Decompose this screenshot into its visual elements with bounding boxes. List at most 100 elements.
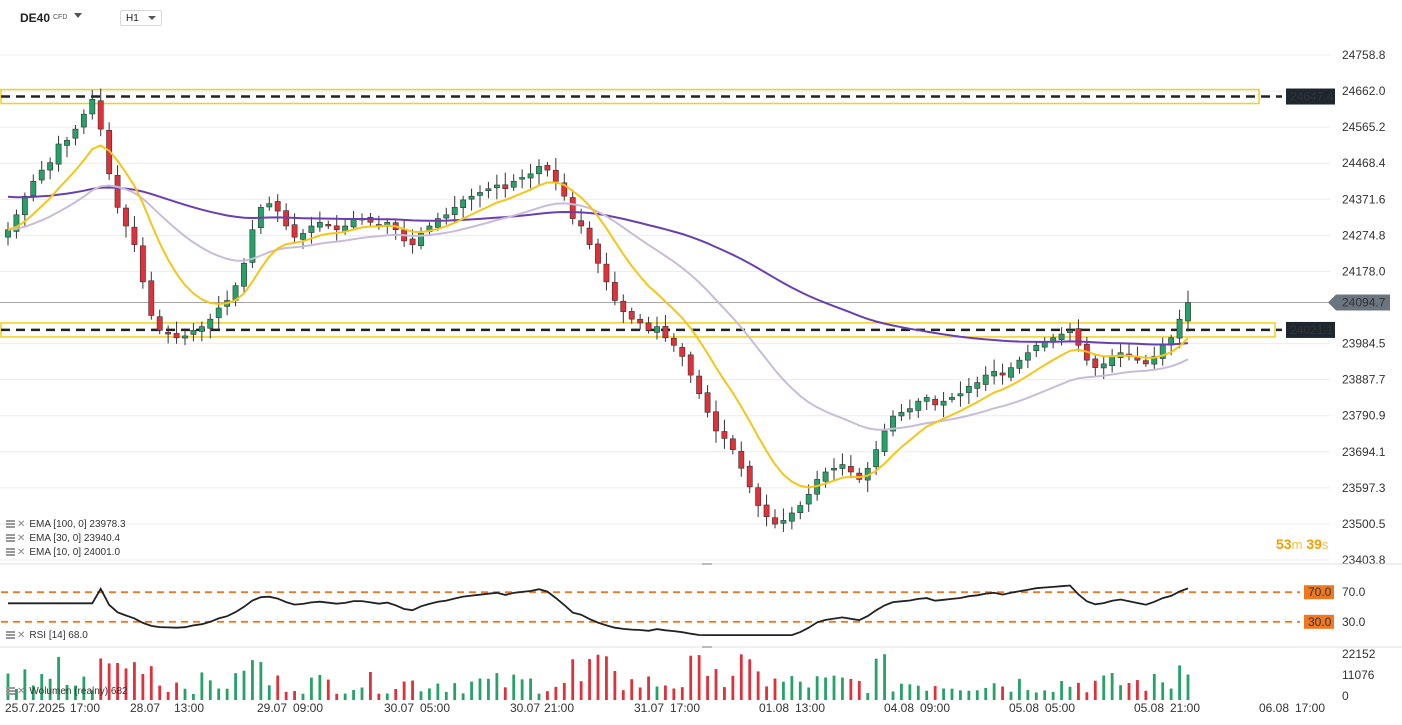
volume-bar: [739, 654, 743, 700]
candle: [847, 455, 854, 479]
candle: [97, 88, 104, 137]
volume-bar: [992, 683, 996, 700]
close-icon[interactable]: ✕: [17, 686, 26, 697]
candle: [1159, 337, 1166, 366]
volume-bar: [352, 689, 355, 700]
volume-bar: [200, 672, 204, 700]
candle: [915, 398, 922, 418]
candle-body: [999, 372, 1006, 376]
candle: [1024, 344, 1031, 369]
volume-bar: [959, 690, 962, 700]
price-axis-label: 23403.8: [1342, 553, 1386, 567]
settings-icon[interactable]: [6, 631, 15, 639]
candle-body: [628, 311, 635, 320]
volume-bar: [1127, 682, 1131, 700]
candle-body: [80, 113, 87, 128]
countdown-minutes-unit: m: [1291, 537, 1303, 552]
candle-body: [772, 517, 778, 525]
candle: [898, 404, 905, 421]
volume-bar: [664, 685, 667, 700]
symbol-dropdown-icon[interactable]: [74, 13, 82, 18]
volume-bar: [1060, 681, 1063, 700]
timeframe-select[interactable]: H1: [120, 10, 162, 26]
legend-ema100[interactable]: ✕ EMA [100, 0] 23978.3: [6, 519, 126, 530]
candle: [460, 195, 467, 220]
candle-body: [460, 199, 467, 209]
legend-ema10[interactable]: ✕ EMA [10, 0] 24001.0: [6, 547, 120, 558]
volume-bar: [40, 674, 44, 700]
candle-body: [485, 188, 492, 192]
candle: [974, 376, 981, 398]
candle-body: [738, 450, 745, 469]
volume-bar: [1119, 685, 1122, 700]
volume-bar: [402, 681, 406, 700]
candle-body: [1058, 333, 1065, 340]
candle: [1134, 346, 1141, 364]
candle: [401, 220, 408, 248]
candle-body: [687, 354, 694, 376]
candle-body: [1176, 318, 1183, 339]
candle: [443, 207, 450, 225]
volume-bar: [141, 673, 145, 700]
candle: [375, 215, 382, 230]
volume-bar: [436, 683, 440, 700]
price-axis-label: 23984.5: [1342, 337, 1386, 351]
volume-bar: [520, 679, 524, 700]
legend-volume[interactable]: ✕ Wolumen (realny) 682: [6, 686, 128, 697]
candle-body: [611, 282, 618, 301]
candle: [982, 366, 989, 391]
countdown-seconds: 39: [1306, 536, 1322, 552]
legend-ema30[interactable]: ✕ EMA [30, 0] 23940.4: [6, 533, 120, 544]
legend-rsi[interactable]: ✕ RSI [14] 68.0: [6, 630, 88, 641]
candle: [426, 222, 433, 236]
candle: [586, 221, 593, 250]
volume-bar: [950, 688, 954, 700]
settings-icon[interactable]: [6, 534, 15, 542]
close-icon[interactable]: ✕: [17, 519, 26, 530]
volume-bar: [765, 686, 768, 700]
volume-bar: [790, 676, 794, 700]
candle: [55, 135, 62, 172]
candle: [1016, 356, 1023, 374]
candle-body: [89, 98, 96, 115]
candle: [325, 220, 332, 230]
close-icon[interactable]: ✕: [17, 630, 26, 641]
volume-bar: [326, 679, 330, 700]
candle-body: [55, 143, 62, 165]
volume-bar: [284, 691, 288, 700]
candle-body: [1024, 352, 1031, 361]
symbol-label[interactable]: DE40: [20, 11, 51, 25]
candle-body: [839, 464, 846, 469]
close-icon[interactable]: ✕: [17, 547, 26, 558]
candle: [510, 174, 517, 191]
close-icon[interactable]: ✕: [17, 533, 26, 544]
settings-icon[interactable]: [6, 548, 15, 556]
time-axis-label: 25.07.2025: [5, 701, 65, 715]
price-axis-label: 24178.0: [1342, 264, 1386, 278]
resistance-price-tag: [1286, 88, 1335, 105]
candle: [670, 333, 677, 352]
candle: [519, 169, 526, 189]
volume-bar: [782, 681, 785, 700]
volume-bar: [57, 656, 60, 700]
volume-bar: [293, 691, 296, 700]
volume-bar: [23, 669, 27, 700]
volume-bar: [385, 693, 389, 700]
candle-body: [30, 180, 37, 197]
volume-bar: [1186, 674, 1190, 700]
candle: [788, 506, 795, 530]
volume-bar: [562, 682, 566, 700]
candle-body: [654, 326, 660, 333]
candle: [1126, 344, 1132, 361]
candle-body: [241, 262, 247, 287]
settings-icon[interactable]: [6, 520, 15, 528]
candle-body: [493, 184, 500, 189]
price-axis-label: 24468.4: [1342, 156, 1386, 170]
settings-icon[interactable]: [6, 687, 15, 695]
instrument-type-label: CFD: [53, 14, 68, 21]
candle: [477, 185, 483, 208]
volume-bar: [1085, 692, 1089, 700]
price-axis-label: 23500.5: [1342, 517, 1386, 531]
candle: [839, 453, 846, 476]
